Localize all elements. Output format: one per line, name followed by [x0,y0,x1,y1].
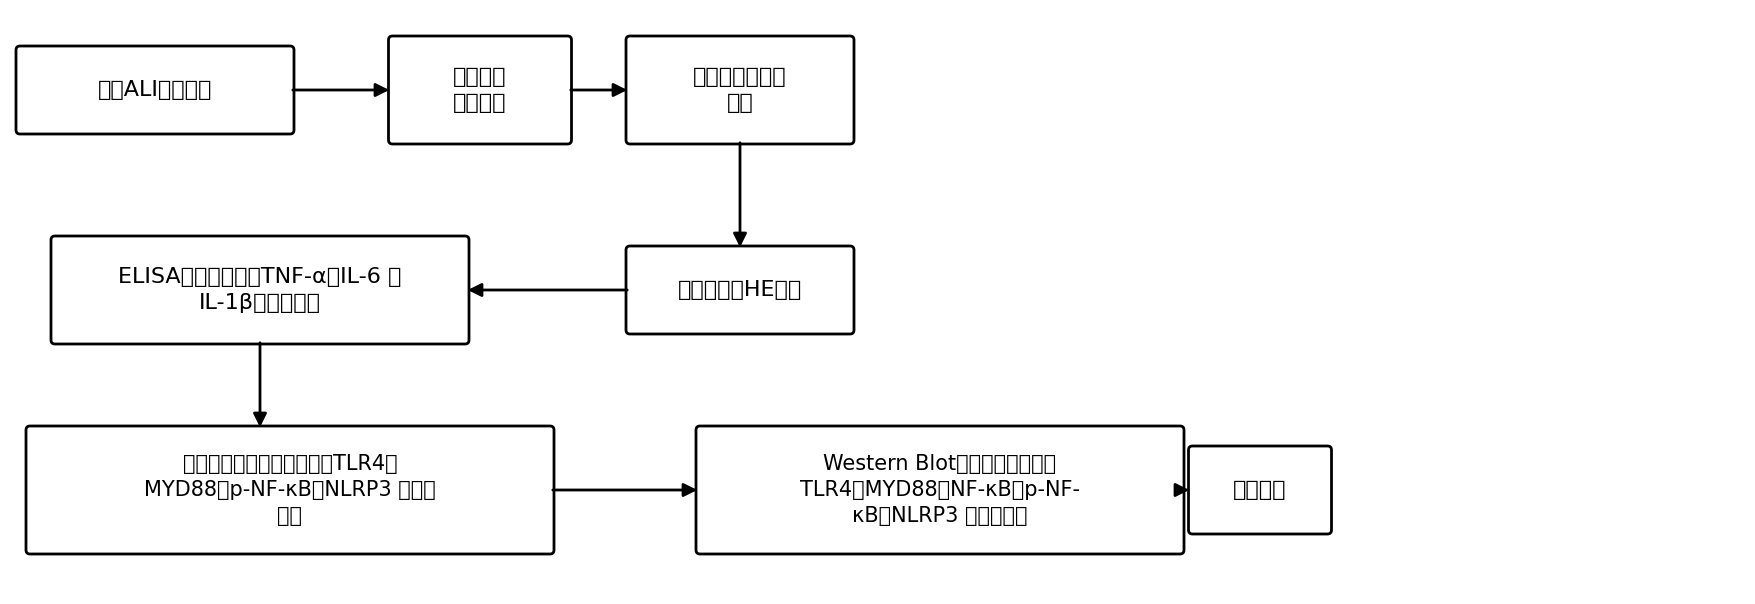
FancyBboxPatch shape [51,236,469,344]
FancyBboxPatch shape [627,246,855,334]
FancyBboxPatch shape [627,36,855,144]
FancyBboxPatch shape [26,426,555,554]
FancyBboxPatch shape [388,36,572,144]
Text: Western Blot检测肺组织样本中
TLR4、MYD88、NF-κB、p-NF-
κB、NLRP3 蛋白的表达: Western Blot检测肺组织样本中 TLR4、MYD88、NF-κB、p-… [800,454,1079,527]
FancyBboxPatch shape [697,426,1185,554]
Text: ELISA法检测血清中TNF-α，IL-6 和
IL-1β的表达水平: ELISA法检测血清中TNF-α，IL-6 和 IL-1β的表达水平 [118,267,402,313]
Text: 肺组织样本HE染色: 肺组织样本HE染色 [677,280,802,300]
Text: 采集与处理检验
样本: 采集与处理检验 样本 [693,67,786,113]
FancyBboxPatch shape [1188,446,1332,534]
Text: 免疫组化检测肺组织样本中TLR4、
MYD88、p-NF-κB、NLRP3 蛋白的
表达: 免疫组化检测肺组织样本中TLR4、 MYD88、p-NF-κB、NLRP3 蛋白… [144,454,435,527]
Text: 构建ALI大鼠模型: 构建ALI大鼠模型 [98,80,212,100]
FancyBboxPatch shape [16,46,295,134]
Text: 设计动物
实验方案: 设计动物 实验方案 [453,67,507,113]
Text: 数据处理: 数据处理 [1234,480,1286,500]
